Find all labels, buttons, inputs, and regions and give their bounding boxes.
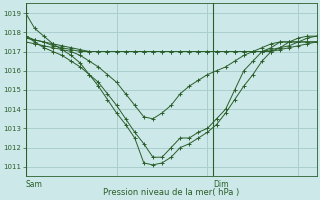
Text: Dim: Dim <box>213 180 229 189</box>
X-axis label: Pression niveau de la mer( hPa ): Pression niveau de la mer( hPa ) <box>103 188 239 197</box>
Text: Sam: Sam <box>26 180 43 189</box>
